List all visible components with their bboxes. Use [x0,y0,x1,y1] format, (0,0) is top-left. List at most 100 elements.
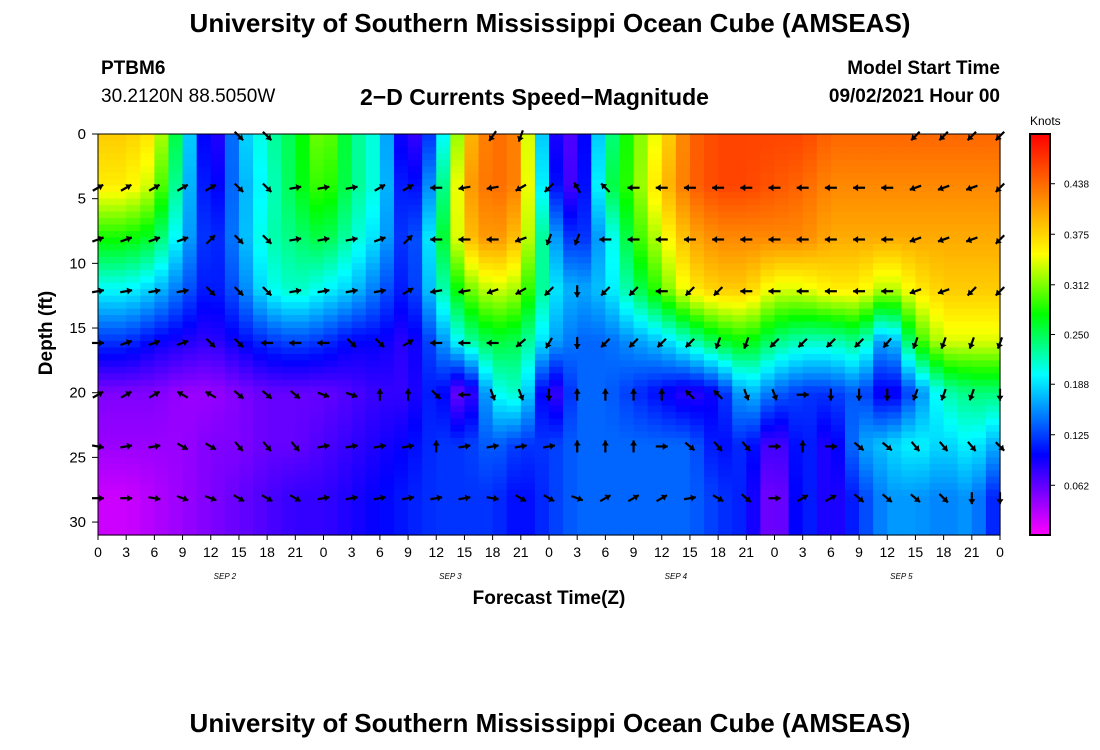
heatmap-cell [859,463,874,471]
heatmap-cell [253,502,268,510]
heatmap-cell [985,185,1001,193]
heatmap-cell [140,528,155,536]
heatmap-cell [943,140,959,148]
heatmap-cell [802,431,818,439]
x-tick-label: 6 [150,544,158,560]
heatmap-cell [253,463,268,471]
heatmap-cell [238,386,254,394]
heatmap-cell [478,347,494,355]
current-arrow [317,184,330,192]
heatmap-cell [140,198,155,206]
heatmap-cell [281,373,296,381]
heatmap-cell [422,405,437,413]
heatmap-cell [577,289,592,297]
heatmap-cell [844,282,860,290]
heatmap-cell [985,450,1001,458]
current-arrow [768,494,781,502]
heatmap-cell [760,146,776,155]
heatmap-cell [253,269,268,277]
heatmap-cell [887,179,902,187]
heatmap-cell [351,405,367,413]
heatmap-cell [732,198,747,206]
heatmap-cell [295,308,311,316]
heatmap-cell [436,302,451,310]
heatmap-cell [436,463,451,471]
heatmap-cell [619,166,635,174]
heatmap-cell [873,528,888,536]
heatmap-cell [379,146,395,155]
heatmap-cell [295,205,311,213]
heatmap-cell [281,282,296,290]
heatmap-cell [971,502,987,510]
heatmap-cell [112,373,127,381]
heatmap-cell [253,166,268,174]
heatmap-cell [661,418,677,426]
current-arrow [881,235,894,243]
heatmap-cell [563,328,578,336]
heatmap-cell [915,437,931,446]
heatmap-cell [295,328,311,336]
heatmap-cell [464,386,480,394]
heatmap-cell [393,237,409,245]
heatmap-cell [281,185,296,193]
heatmap-cell [943,392,959,400]
heatmap-cell [408,431,423,439]
heatmap-cell [732,185,747,193]
heatmap-cell [619,224,635,232]
heatmap-cell [492,437,508,446]
current-arrow [346,337,357,348]
heatmap-cell [506,392,522,400]
heatmap-cell [506,302,522,310]
heatmap-cell [379,140,395,148]
heatmap-cell [929,198,945,206]
heatmap-cell [422,315,437,323]
heatmap-cell [478,276,494,284]
heatmap-cell [140,405,155,413]
heatmap-cell [675,140,691,148]
heatmap-cell [224,431,240,439]
heatmap-cell [323,295,339,303]
heatmap-cell [901,198,917,206]
heatmap-cell [422,321,437,329]
heatmap-cell [718,418,733,426]
heatmap-cell [957,496,973,504]
heatmap-cell [563,489,578,497]
heatmap-cell [323,470,339,478]
heatmap-cell [253,353,268,361]
heatmap-cell [915,373,931,381]
heatmap-cell [633,483,649,491]
heatmap-cell [647,237,663,245]
heatmap-cell [830,522,846,530]
heatmap-cell [168,483,184,491]
heatmap-cell [323,425,339,433]
heatmap-cell [943,159,959,167]
heatmap-cell [929,489,945,497]
heatmap-cell [520,437,536,446]
heatmap-cell [520,334,536,342]
heatmap-cell [704,509,719,517]
heatmap-cell [746,483,762,491]
heatmap-cell [408,146,423,155]
heatmap-cell [478,437,494,446]
heatmap-cell [844,269,860,277]
heatmap-cell [887,256,902,264]
heatmap-cell [647,489,663,497]
heatmap-cell [224,425,240,433]
heatmap-cell [422,282,437,290]
heatmap-cell [478,192,494,200]
heatmap-cell [450,476,466,484]
heatmap-cell [915,399,931,407]
heatmap-cell [943,437,959,446]
heatmap-cell [746,256,762,264]
heatmap-cell [985,308,1001,316]
heatmap-cell [802,263,818,271]
heatmap-cell [577,366,592,374]
heatmap-cell [633,140,649,148]
station-id: PTBM6 [101,58,166,79]
heatmap-cell [549,166,564,174]
heatmap-cell [985,276,1001,284]
heatmap-cell [506,496,522,504]
current-arrow [768,235,781,243]
heatmap-cell [379,425,395,433]
y-tick-label: 20 [69,385,86,402]
